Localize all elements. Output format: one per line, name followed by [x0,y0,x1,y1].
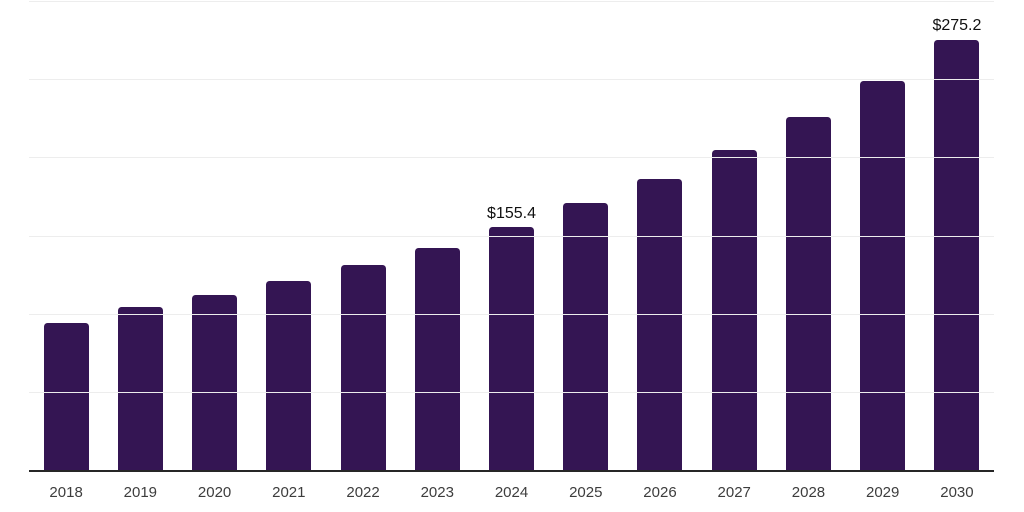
x-tick-label: 2020 [197,484,232,501]
x-tick-label: 2022 [346,484,380,501]
bar-slot [400,1,474,470]
bar-2024: $155.4 [487,205,536,470]
x-tick-label: 2018 [49,484,83,501]
x-tick-label: 2025 [569,484,603,501]
bar-2021 [266,281,312,470]
bar-slot [771,1,845,470]
bar-2025 [563,203,609,470]
gridline [29,391,994,393]
bar-slot [177,1,251,470]
x-tick-label: 2021 [272,484,306,501]
gridline [29,1,994,2]
bar-slot [29,1,103,470]
plot-area: $155.4 $275.2 [29,1,994,470]
gridline [29,235,994,237]
x-tick-label: 2029 [866,484,900,501]
x-tick-label: 2030 [940,484,974,501]
bar-slot [252,1,326,470]
bar-slot [103,1,177,470]
data-label: $155.4 [487,204,536,222]
bar-2029 [860,80,906,470]
bar-2026 [637,179,683,470]
x-tick-label: 2027 [717,484,751,501]
x-tick-label: 2019 [123,484,158,501]
bar-slot [549,1,623,470]
bar-slot [846,1,920,470]
bar-2028 [785,117,831,470]
x-tick-label: 2023 [420,484,454,501]
bar-2022 [340,264,386,470]
bar-2019 [117,307,163,470]
gridline [29,157,994,159]
gridline [29,79,994,81]
bar-2020 [192,295,238,470]
bar-slot: $155.4 [474,1,548,470]
bar-2030: $275.2 [932,17,981,470]
bar-slot: $275.2 [920,1,994,470]
x-axis-line [29,470,994,472]
x-tick-label: 2026 [643,484,677,501]
gridline [29,313,994,315]
bar-slot [623,1,697,470]
x-axis-labels: 2018 2019 2020 2021 2022 2023 2024 2025 2026 2027… [29,484,994,502]
x-tick-label: 2024 [494,484,529,501]
bar-2027 [711,149,757,470]
bar-2018 [43,323,89,470]
data-label: $275.2 [932,17,982,35]
bar-slot [697,1,771,470]
bar-slot [326,1,400,470]
bar-2023 [414,248,460,470]
bars-row: $155.4 $275.2 [29,1,994,470]
x-tick-label: 2028 [791,484,826,501]
